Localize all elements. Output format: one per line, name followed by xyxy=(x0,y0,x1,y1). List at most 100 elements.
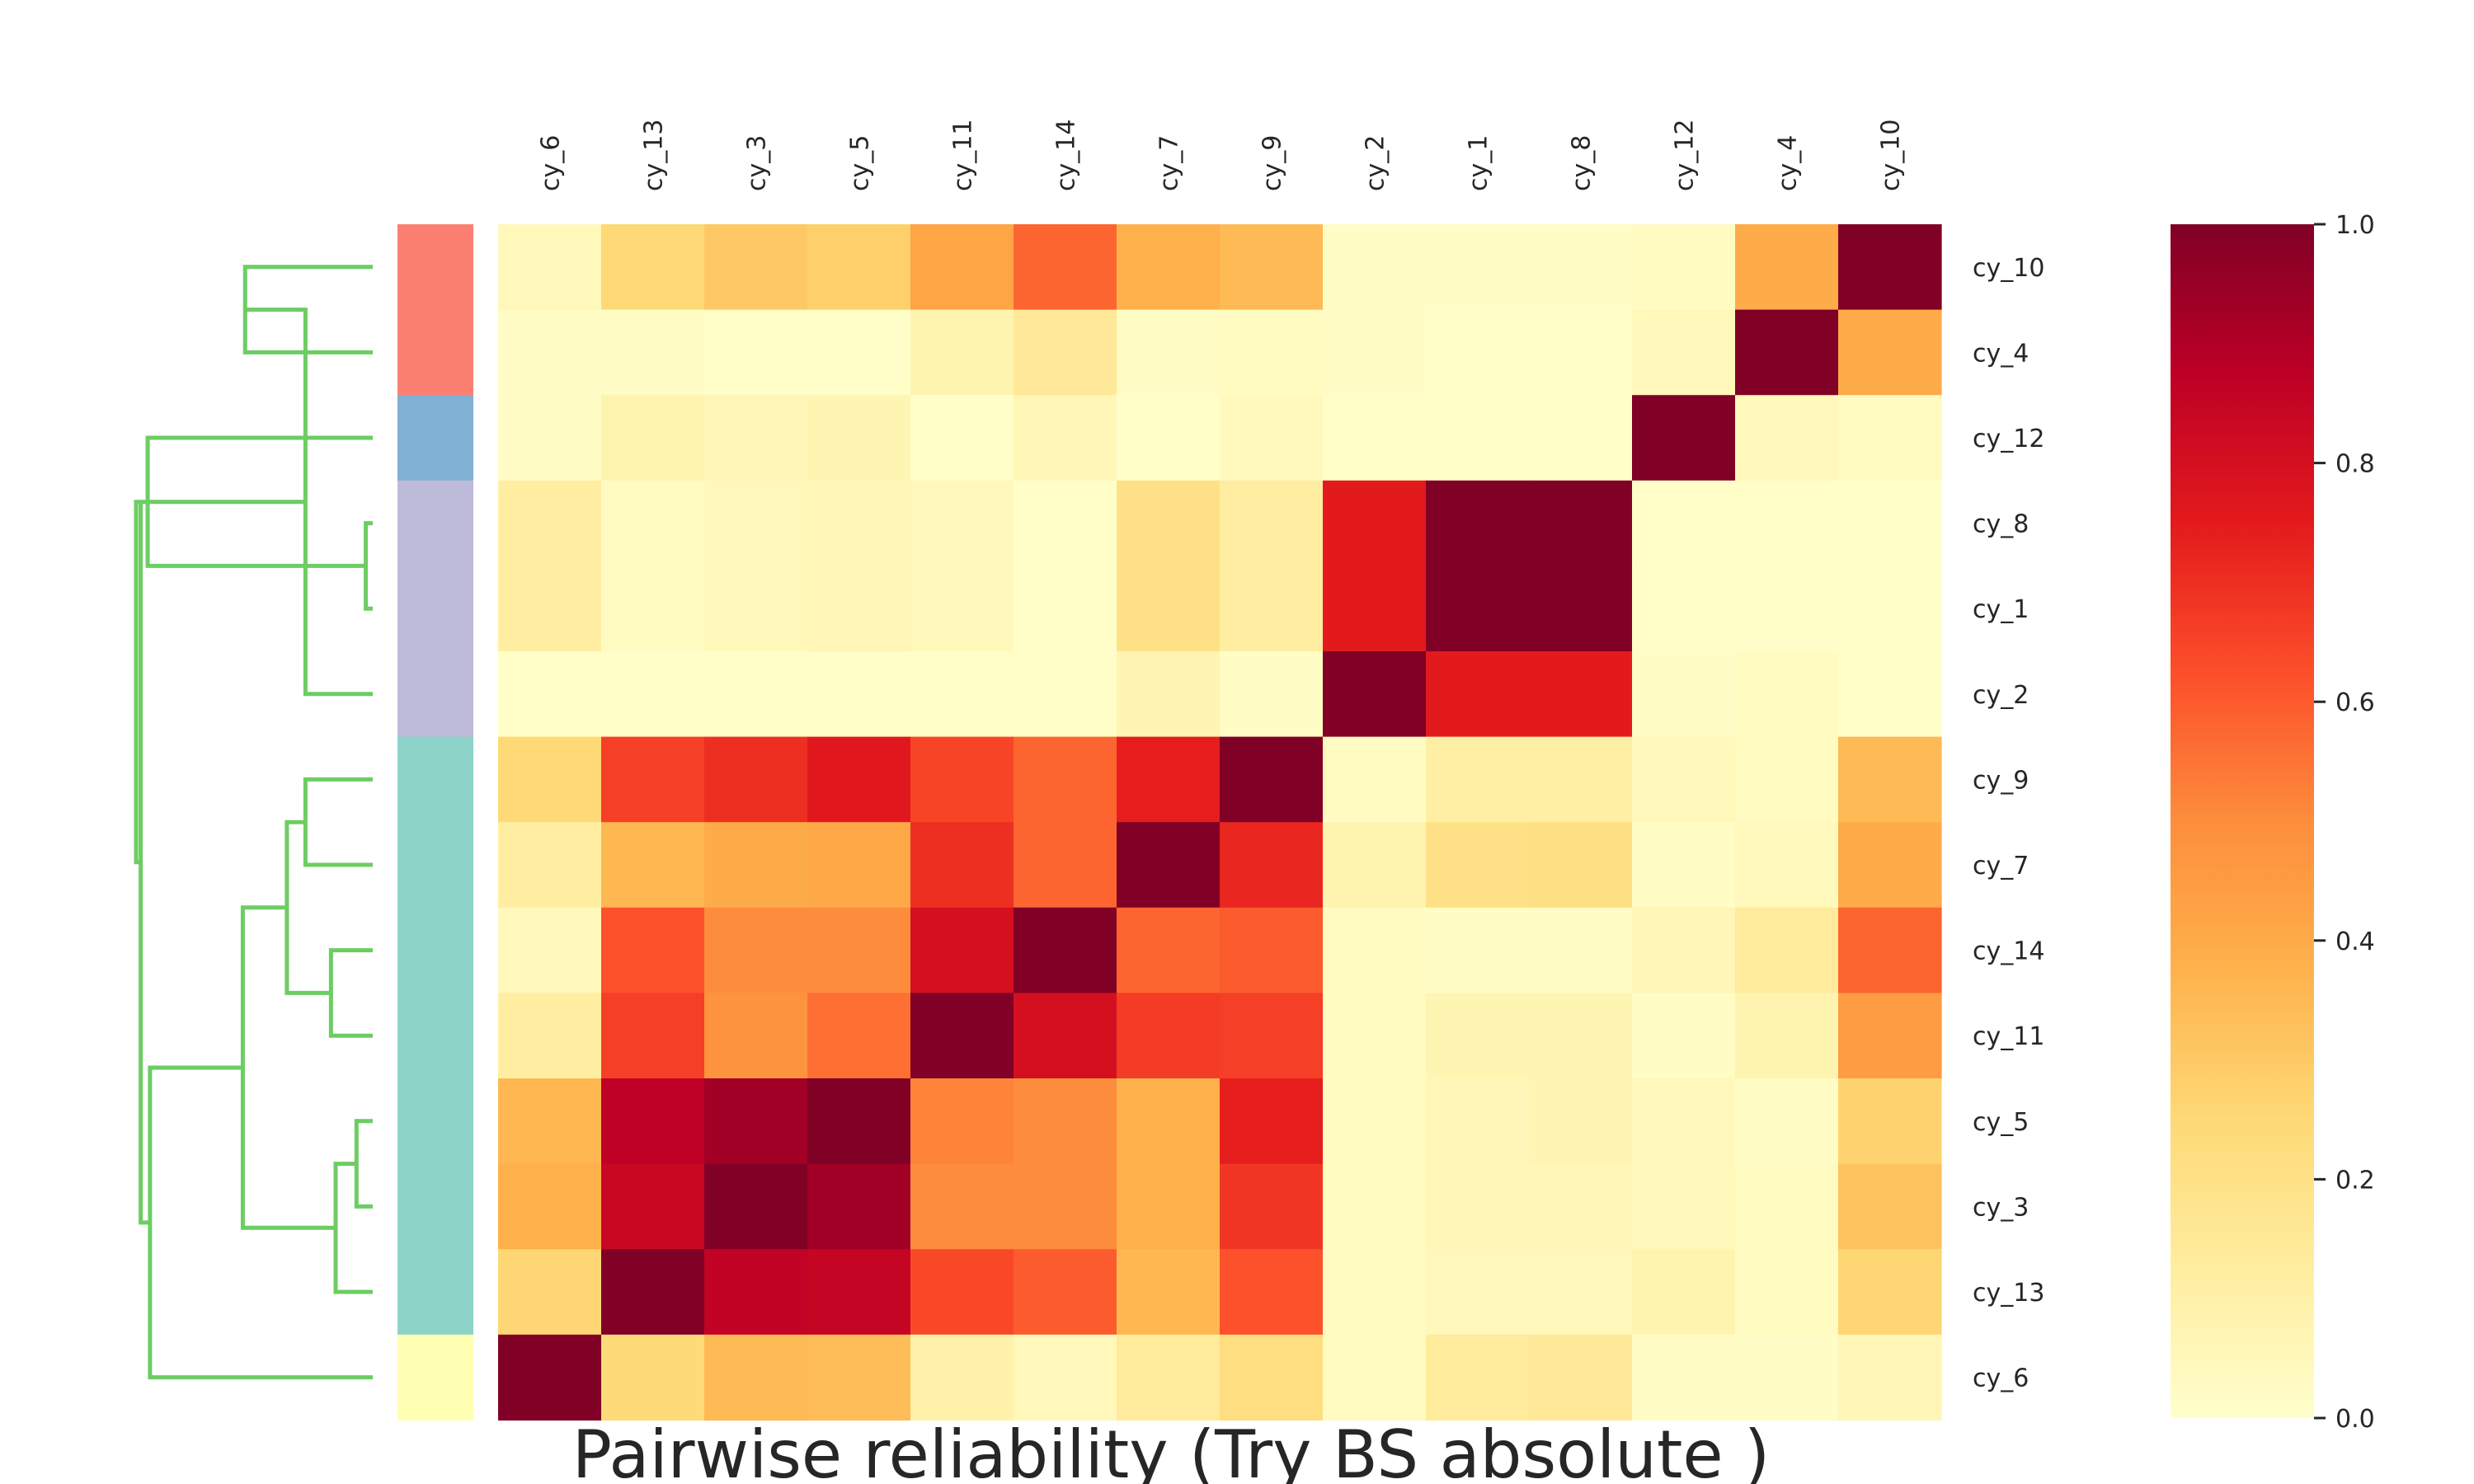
heatmap-cell-cy_14-cy_8 xyxy=(1529,907,1633,993)
heatmap-cell-cy_2-cy_5 xyxy=(807,651,911,738)
heatmap-cell-cy_14-cy_3 xyxy=(704,907,808,993)
heatmap-cell-cy_3-cy_1 xyxy=(1426,1163,1530,1250)
heatmap-cell-cy_8-cy_7 xyxy=(1117,480,1221,566)
heatmap-cell-cy_7-cy_9 xyxy=(1220,822,1324,909)
heatmap-cell-cy_3-cy_13 xyxy=(601,1163,705,1250)
heatmap-grid xyxy=(498,224,1942,1421)
heatmap-cell-cy_11-cy_12 xyxy=(1632,993,1736,1079)
heatmap-cell-cy_2-cy_10 xyxy=(1838,651,1942,738)
heatmap-cell-cy_14-cy_2 xyxy=(1323,907,1427,993)
heatmap-cell-cy_3-cy_7 xyxy=(1117,1163,1221,1250)
heatmap-cell-cy_8-cy_12 xyxy=(1632,480,1736,566)
heatmap-cell-cy_14-cy_7 xyxy=(1117,907,1221,993)
heatmap-cell-cy_5-cy_10 xyxy=(1838,1078,1942,1165)
column-labels: cy_6 cy_13 cy_3 cy_5 cy_11 cy_14 cy_7 cy_9 cy_2 c… xyxy=(537,120,1906,191)
heatmap-cell-cy_1-cy_2 xyxy=(1323,566,1427,652)
heatmap-cell-cy_9-cy_8 xyxy=(1529,736,1633,823)
heatmap-cell-cy_6-cy_3 xyxy=(704,1334,808,1421)
row-label-cy_5: cy_5 xyxy=(1973,1108,2029,1137)
heatmap-cell-cy_5-cy_1 xyxy=(1426,1078,1530,1165)
heatmap-cell-cy_8-cy_11 xyxy=(910,480,1014,566)
row-color-cy_6 xyxy=(397,1334,473,1421)
heatmap-cell-cy_8-cy_1 xyxy=(1426,480,1530,566)
heatmap-cell-cy_14-cy_13 xyxy=(601,907,705,993)
row-label-cy_10: cy_10 xyxy=(1973,254,2044,283)
heatmap-cell-cy_6-cy_8 xyxy=(1529,1334,1633,1421)
heatmap-cell-cy_13-cy_8 xyxy=(1529,1249,1633,1336)
heatmap-cell-cy_12-cy_4 xyxy=(1735,395,1839,481)
heatmap-cell-cy_3-cy_14 xyxy=(1014,1163,1117,1250)
heatmap-cell-cy_14-cy_12 xyxy=(1632,907,1736,993)
heatmap-cell-cy_6-cy_12 xyxy=(1632,1334,1736,1421)
heatmap-cell-cy_10-cy_10 xyxy=(1838,224,1942,311)
heatmap-cell-cy_12-cy_3 xyxy=(704,395,808,481)
heatmap-cell-cy_5-cy_6 xyxy=(498,1078,602,1165)
heatmap-cell-cy_5-cy_2 xyxy=(1323,1078,1427,1165)
heatmap-cell-cy_3-cy_11 xyxy=(910,1163,1014,1250)
heatmap-cell-cy_7-cy_11 xyxy=(910,822,1014,909)
heatmap-cell-cy_3-cy_5 xyxy=(807,1163,911,1250)
heatmap-cell-cy_1-cy_12 xyxy=(1632,566,1736,652)
heatmap-cell-cy_6-cy_14 xyxy=(1014,1334,1117,1421)
row-color-cy_8 xyxy=(397,480,473,566)
heatmap-cell-cy_12-cy_8 xyxy=(1529,395,1633,481)
heatmap-cell-cy_9-cy_6 xyxy=(498,736,602,823)
heatmap-cell-cy_7-cy_1 xyxy=(1426,822,1530,909)
column-label-cy_5: cy_5 xyxy=(846,135,875,191)
heatmap-cell-cy_6-cy_2 xyxy=(1323,1334,1427,1421)
heatmap-cell-cy_9-cy_11 xyxy=(910,736,1014,823)
heatmap-cell-cy_2-cy_2 xyxy=(1323,651,1427,738)
heatmap-cell-cy_12-cy_10 xyxy=(1838,395,1942,481)
heatmap-cell-cy_8-cy_9 xyxy=(1220,480,1324,566)
heatmap-cell-cy_10-cy_1 xyxy=(1426,224,1530,311)
heatmap-cell-cy_9-cy_2 xyxy=(1323,736,1427,823)
row-color-cy_12 xyxy=(397,395,473,481)
heatmap-cell-cy_8-cy_4 xyxy=(1735,480,1839,566)
heatmap-cell-cy_10-cy_5 xyxy=(807,224,911,311)
heatmap-cell-cy_13-cy_7 xyxy=(1117,1249,1221,1336)
heatmap-cell-cy_10-cy_8 xyxy=(1529,224,1633,311)
heatmap-cell-cy_2-cy_4 xyxy=(1735,651,1839,738)
heatmap-cell-cy_11-cy_4 xyxy=(1735,993,1839,1079)
row-label-cy_6: cy_6 xyxy=(1973,1364,2029,1393)
heatmap-cell-cy_8-cy_2 xyxy=(1323,480,1427,566)
heatmap-cell-cy_2-cy_14 xyxy=(1014,651,1117,738)
heatmap-cell-cy_12-cy_2 xyxy=(1323,395,1427,481)
heatmap-cell-cy_3-cy_2 xyxy=(1323,1163,1427,1250)
heatmap-cell-cy_1-cy_14 xyxy=(1014,566,1117,652)
heatmap-cell-cy_10-cy_14 xyxy=(1014,224,1117,311)
heatmap-cell-cy_13-cy_1 xyxy=(1426,1249,1530,1336)
heatmap-cell-cy_8-cy_14 xyxy=(1014,480,1117,566)
row-color-cy_14 xyxy=(397,907,473,993)
row-color-cy_1 xyxy=(397,566,473,652)
column-label-cy_1: cy_1 xyxy=(1465,135,1493,191)
row-label-cy_13: cy_13 xyxy=(1973,1279,2044,1308)
heatmap-cell-cy_13-cy_10 xyxy=(1838,1249,1942,1336)
heatmap-cell-cy_5-cy_5 xyxy=(807,1078,911,1165)
row-label-cy_12: cy_12 xyxy=(1973,425,2044,453)
heatmap-cell-cy_14-cy_9 xyxy=(1220,907,1324,993)
heatmap-cell-cy_9-cy_1 xyxy=(1426,736,1530,823)
row-color-bar xyxy=(397,224,473,1421)
heatmap-cell-cy_6-cy_1 xyxy=(1426,1334,1530,1421)
heatmap-cell-cy_4-cy_4 xyxy=(1735,309,1839,396)
heatmap-cell-cy_7-cy_7 xyxy=(1117,822,1221,909)
heatmap-cell-cy_6-cy_9 xyxy=(1220,1334,1324,1421)
heatmap-cell-cy_7-cy_12 xyxy=(1632,822,1736,909)
heatmap-cell-cy_2-cy_11 xyxy=(910,651,1014,738)
heatmap-cell-cy_10-cy_9 xyxy=(1220,224,1324,311)
heatmap-cell-cy_4-cy_14 xyxy=(1014,309,1117,396)
heatmap-cell-cy_7-cy_13 xyxy=(601,822,705,909)
heatmap-cell-cy_2-cy_13 xyxy=(601,651,705,738)
row-color-cy_5 xyxy=(397,1078,473,1165)
heatmap-cell-cy_6-cy_10 xyxy=(1838,1334,1942,1421)
row-label-cy_2: cy_2 xyxy=(1973,681,2029,710)
colorbar-tick-label: 0.0 xyxy=(2335,1405,2375,1434)
heatmap-cell-cy_4-cy_7 xyxy=(1117,309,1221,396)
heatmap-cell-cy_13-cy_3 xyxy=(704,1249,808,1336)
heatmap-cell-cy_1-cy_7 xyxy=(1117,566,1221,652)
heatmap-cell-cy_11-cy_13 xyxy=(601,993,705,1079)
colorbar-gradient xyxy=(2171,224,2314,1418)
heatmap-cell-cy_5-cy_12 xyxy=(1632,1078,1736,1165)
row-label-cy_8: cy_8 xyxy=(1973,510,2029,539)
